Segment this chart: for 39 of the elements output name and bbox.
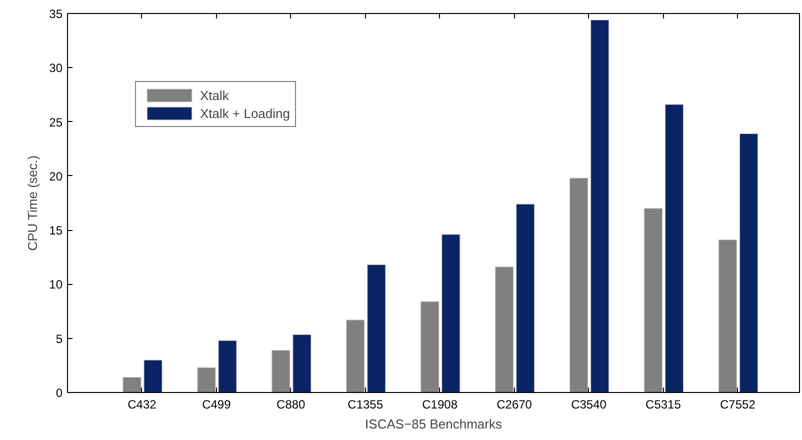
bar [218, 340, 237, 392]
bar [122, 377, 142, 392]
y-tick-label: 0 [56, 386, 63, 400]
x-axis-title: ISCAS−85 Benchmarks [365, 416, 502, 432]
x-tick-label: C432 [128, 398, 157, 412]
legend-label: Xtalk + Loading [200, 106, 290, 120]
x-tick-label: C2670 [496, 398, 532, 412]
x-tick-label: C3540 [571, 398, 607, 412]
x-tick-label: C499 [202, 398, 232, 412]
bar [272, 350, 290, 392]
bar [292, 334, 312, 392]
bar [197, 367, 216, 392]
x-tick-label: C5315 [646, 398, 682, 412]
bar [495, 266, 514, 392]
y-tick-label: 30 [49, 61, 63, 76]
bar [442, 234, 460, 392]
bar [590, 20, 610, 392]
y-axis-title: CPU Time (sec.) [25, 155, 40, 251]
bar [516, 204, 535, 392]
x-tick-label: C1355 [348, 398, 384, 412]
bar [664, 104, 684, 392]
y-tick-label: 20 [49, 169, 63, 184]
bar [739, 133, 758, 392]
y-tick-label: 25 [49, 115, 63, 130]
bar [644, 208, 663, 392]
y-tick-label: 5 [56, 332, 63, 346]
y-tick-label: 15 [49, 224, 63, 238]
bar [420, 301, 440, 392]
y-tick-label: 35 [49, 7, 63, 21]
y-tick-label: 10 [49, 278, 63, 292]
bar [569, 178, 588, 392]
bar [144, 360, 162, 392]
legend-label: Xtalk [200, 88, 229, 102]
x-tick-label: C7552 [720, 398, 756, 412]
bar [367, 264, 386, 392]
x-tick-label: C1908 [422, 398, 458, 412]
x-tick-label: C880 [276, 398, 306, 412]
bar [346, 320, 365, 392]
bar [718, 240, 738, 392]
